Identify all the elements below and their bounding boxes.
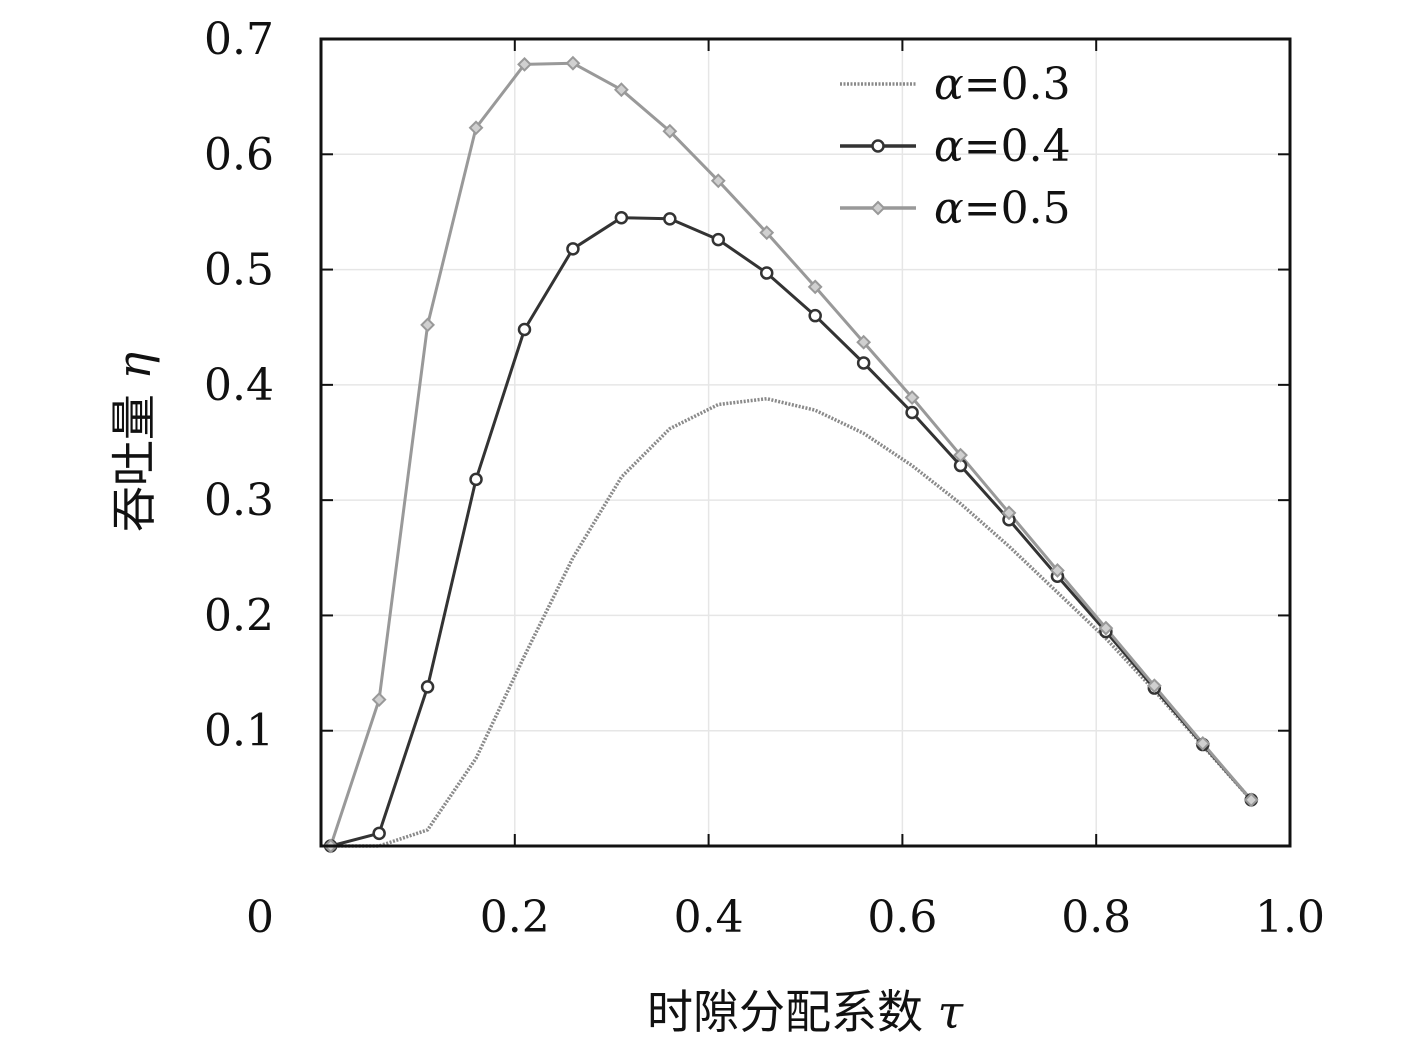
- legend-marker: [870, 200, 886, 216]
- x-tick-label: 1.0: [1255, 892, 1325, 943]
- y-tick-label: 0.2: [204, 590, 274, 641]
- legend-label: α=0.5: [934, 183, 1071, 234]
- data-point: [372, 826, 386, 841]
- y-tick-label: 0.5: [204, 245, 274, 296]
- x-tick-label: 0: [246, 892, 274, 943]
- legend-marker: [871, 139, 885, 153]
- series-line: [330, 396, 1253, 848]
- x-tick-label: 0.2: [480, 892, 550, 943]
- data-point: [759, 266, 774, 280]
- data-point: [1050, 563, 1065, 578]
- data-markers: [323, 55, 1259, 854]
- data-point: [420, 317, 436, 333]
- data-point: [808, 308, 822, 323]
- y-axis-label-symbol: η: [107, 351, 161, 379]
- data-point: [710, 173, 726, 189]
- data-point: [371, 692, 387, 708]
- y-axis-label-text: 吞吐量: [107, 394, 161, 532]
- data-point: [1146, 678, 1162, 694]
- y-tick-label: 0.1: [204, 706, 274, 757]
- data-point: [856, 356, 871, 370]
- data-point: [663, 212, 677, 226]
- x-tick-label: 0.4: [674, 892, 744, 943]
- x-tick-label: 0.8: [1061, 892, 1131, 943]
- data-point: [662, 123, 678, 139]
- x-axis-label-symbol: τ: [938, 985, 965, 1039]
- data-point: [614, 210, 629, 225]
- legend-label: α=0.3: [934, 59, 1071, 110]
- data-point: [807, 279, 823, 295]
- data-point: [904, 390, 920, 405]
- data-point: [711, 232, 726, 247]
- plot-frame: [319, 37, 1292, 848]
- data-point: [1001, 505, 1017, 521]
- data-point: [566, 242, 580, 256]
- data-point: [517, 322, 532, 337]
- data-point: [1098, 620, 1114, 636]
- x-axis-label-text: 时隙分配系数: [647, 985, 923, 1039]
- y-axis-label: 吞吐量 η: [107, 351, 161, 532]
- data-point: [613, 82, 629, 98]
- series-line: [329, 61, 1253, 847]
- y-tick-label: 0.7: [204, 14, 274, 65]
- data-point: [469, 472, 483, 487]
- data-point: [1243, 792, 1259, 808]
- data-point: [468, 120, 484, 136]
- data-point: [565, 55, 581, 71]
- series-lines: [329, 61, 1253, 848]
- series-line: [330, 216, 1253, 848]
- data-point: [856, 334, 872, 350]
- data-point: [420, 680, 435, 694]
- legend-label: α=0.4: [934, 121, 1071, 172]
- x-axis-label: 时隙分配系数 τ: [647, 985, 965, 1039]
- y-tick-label: 0.4: [204, 360, 274, 411]
- tick-labels: 0 0.2 0.4 0.6 0.8 1.0 0.1 0.2 0.3 0.4 0.5 0.6 0.7: [204, 14, 1325, 943]
- data-point: [517, 56, 532, 72]
- y-tick-label: 0.3: [204, 475, 274, 526]
- data-point: [1195, 735, 1211, 751]
- data-point: [905, 405, 919, 420]
- data-point: [759, 225, 775, 241]
- data-point: [953, 447, 968, 463]
- axis-ticks: [321, 39, 1290, 846]
- y-tick-label: 0.6: [204, 129, 274, 180]
- legend: α=0.3 α=0.4 α=0.5: [840, 59, 1071, 234]
- x-tick-label: 0.6: [867, 892, 937, 943]
- gridlines: [321, 39, 1290, 846]
